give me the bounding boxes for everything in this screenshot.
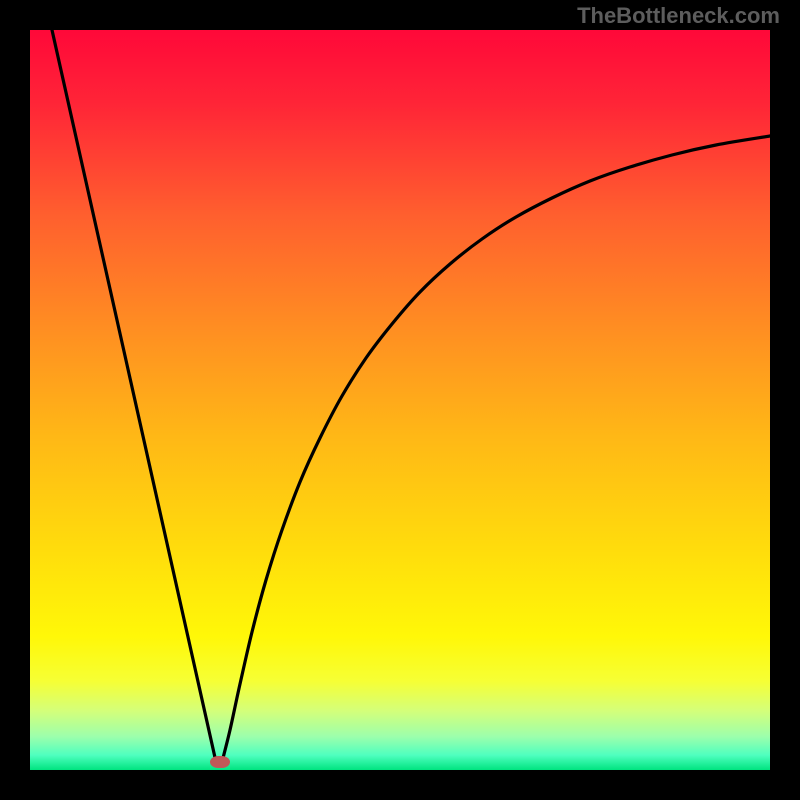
watermark-text: TheBottleneck.com [577, 3, 780, 29]
curve-path [52, 30, 770, 762]
plot-area [30, 30, 770, 770]
bottleneck-curve [30, 30, 770, 770]
chart-frame: TheBottleneck.com [0, 0, 800, 800]
optimal-point-marker [210, 756, 230, 768]
